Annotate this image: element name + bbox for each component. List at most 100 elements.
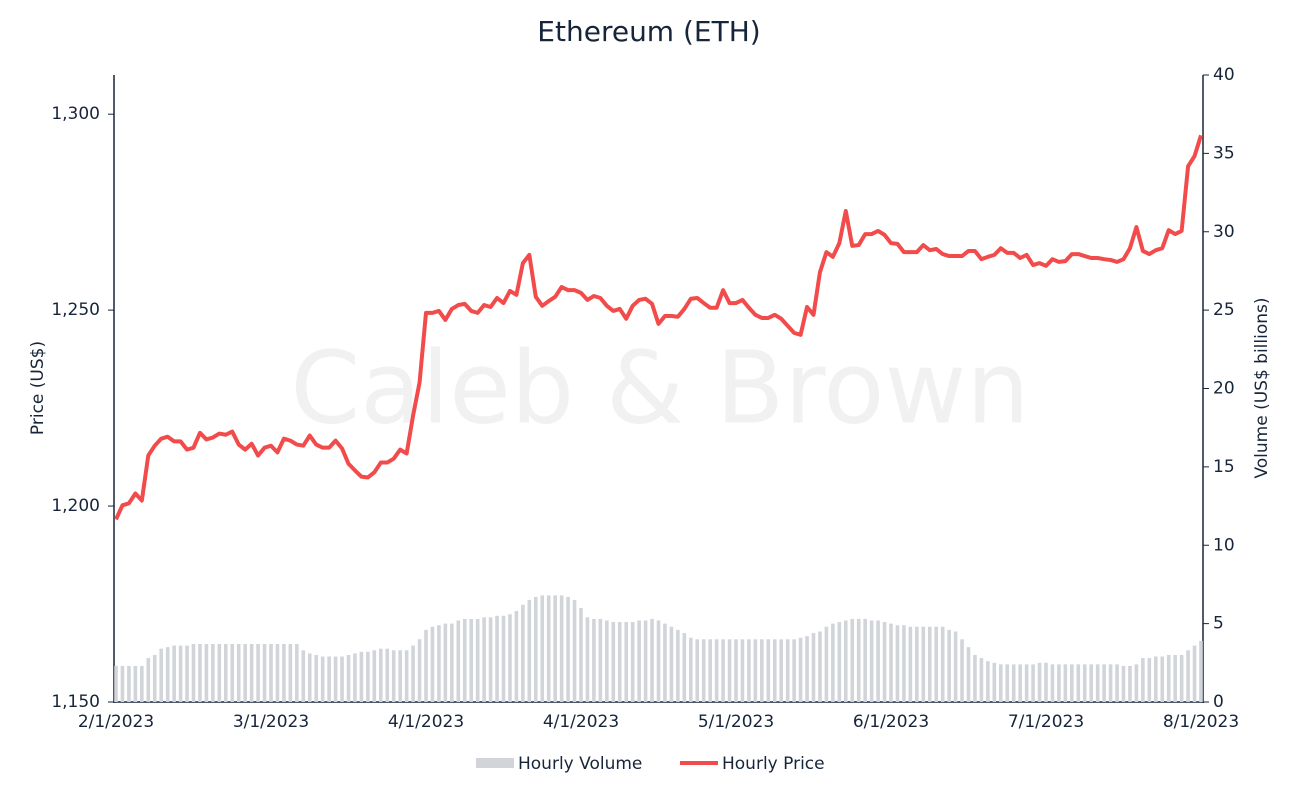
volume-bar [1076,664,1081,702]
volume-bar [701,639,706,702]
volume-bar [1108,664,1113,702]
y2-tick-label: 35 [1213,143,1235,163]
volume-bar [140,665,144,702]
y-tick-label: 1,250 [51,300,100,320]
volume-bar [430,626,435,702]
volume-bar [533,596,538,702]
volume-bar [630,622,635,702]
x-tick-label: 2/1/2023 [78,712,154,732]
volume-bar [1050,664,1055,702]
volume-bar [359,651,364,702]
volume-bar [404,650,409,702]
volume-bar [1044,662,1048,702]
y2-tick-label: 25 [1213,300,1235,320]
volume-bar [165,647,170,702]
volume-bar [385,648,390,702]
volume-bar [805,636,809,702]
volume-bar [1005,664,1010,702]
volume-bar [605,620,609,702]
volume-bar [1128,665,1132,702]
volume-bar [979,658,984,702]
volume-bar [211,644,215,702]
volume-bar [288,644,293,702]
y-tick-label: 1,300 [51,104,100,124]
volume-bar [714,639,719,702]
y2-tick-label: 15 [1213,457,1235,477]
volume-bar [585,617,590,702]
volume-bar [540,595,545,702]
volume-bar [327,656,331,702]
volume-bar [198,644,202,702]
price-line [114,134,1203,521]
volume-bar [391,650,396,702]
x-tick-label: 5/1/2023 [698,712,774,732]
volume-bar [314,654,319,702]
volume-bar [856,618,861,702]
volume-bar [837,622,842,702]
volume-bar [1095,664,1100,702]
volume-bar [1192,645,1197,702]
volume-bar [378,648,383,702]
volume-bar [236,644,241,702]
volume-bar [372,650,377,702]
volume-bar [366,651,370,702]
volume-bar [973,654,977,702]
volume-bar [579,607,583,702]
volume-bar [488,617,493,702]
volume-bar [727,639,732,702]
y2-tick-label: 5 [1213,614,1224,634]
volume-bar [663,623,667,702]
volume-bar [191,644,196,702]
volume-bar [843,620,848,702]
volume-bar [217,644,222,702]
volume-bar [120,665,125,702]
volume-bar [882,622,887,702]
volume-bar [353,653,357,702]
volume-bar [417,639,422,702]
y-tick-label: 1,200 [51,496,100,516]
volume-bar [178,645,183,702]
volume-bar [501,615,506,702]
volume-bar [966,647,971,702]
y2-tick-label: 10 [1213,535,1235,555]
volume-bar [114,665,118,702]
legend-swatch [476,758,514,768]
volume-bar [482,617,486,702]
volume-bar [637,620,641,702]
volume-bar [411,645,415,702]
volume-bar [320,656,325,702]
volume-bar [740,639,745,702]
volume-bar [1057,664,1061,702]
volume-bar [818,631,822,702]
volume-bar [1199,640,1203,702]
volume-bar [230,644,235,702]
volume-bar [262,644,267,702]
volume-bar [617,622,622,702]
volume-bar [282,644,286,702]
volume-bar [869,620,874,702]
volume-bar [734,639,738,702]
volume-bar [611,622,616,702]
volume-bar [1141,658,1145,702]
volume-bar [798,637,803,702]
volume-bar [172,645,176,702]
volume-bar [1115,664,1119,702]
volume-bar [243,644,247,702]
volume-bar [456,620,461,702]
volume-bar [1011,664,1016,702]
y2-tick-label: 0 [1213,692,1224,712]
volume-bar [204,644,209,702]
volume-bar [1063,664,1068,702]
volume-bar [269,644,273,702]
volume-bar [895,625,900,702]
volume-bar [992,662,997,702]
volume-bar [398,650,402,702]
watermark: Caleb & Brown [290,329,1029,446]
volume-bar [760,639,764,702]
volume-bar [785,639,790,702]
volume-bar [1070,664,1074,702]
volume-bar [437,625,441,702]
volume-bar [650,618,654,702]
volume-bar [333,656,338,702]
volume-bar [1024,664,1029,702]
